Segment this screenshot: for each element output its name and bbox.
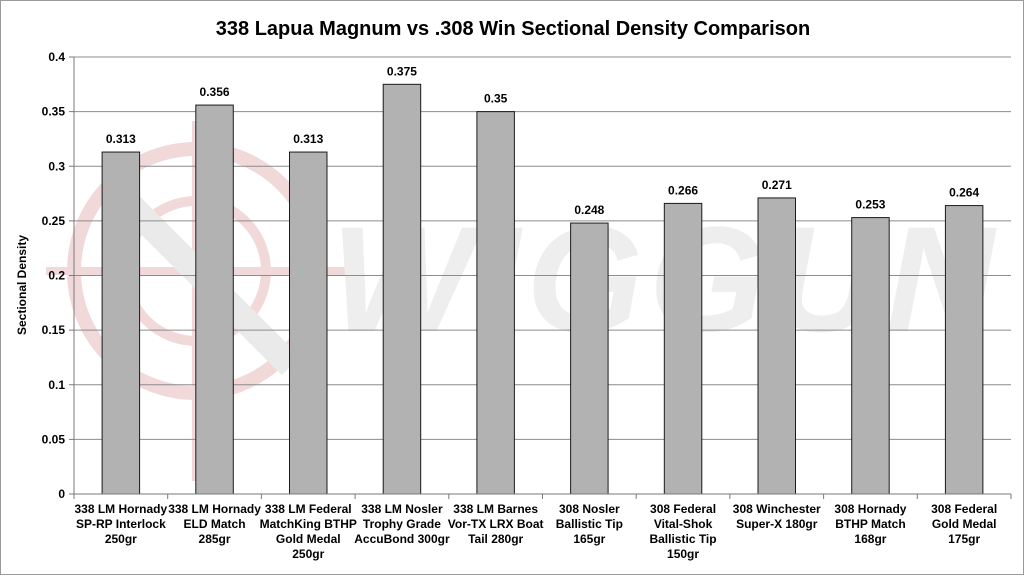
x-category-label: 308 Nosler Ballistic Tip 165gr bbox=[556, 502, 623, 546]
x-category-line: 338 LM Federal bbox=[265, 502, 352, 516]
x-category-line: 338 LM Nosler bbox=[361, 502, 443, 516]
x-category-label: 338 LM Barnes Vor-TX LRX Boat Tail 280gr bbox=[448, 502, 544, 546]
x-category-line: 250gr bbox=[292, 547, 324, 561]
x-category-line: 175gr bbox=[948, 532, 980, 546]
data-label: 0.35 bbox=[484, 92, 508, 106]
x-category-line: 308 Federal bbox=[931, 502, 997, 516]
data-label: 0.271 bbox=[762, 178, 792, 192]
y-tick-label: 0.15 bbox=[42, 323, 66, 337]
bar bbox=[382, 83, 422, 495]
x-category-line: 308 Nosler bbox=[559, 502, 620, 516]
x-category-line: 165gr bbox=[573, 532, 605, 546]
y-tick-label: 0.3 bbox=[48, 159, 65, 173]
x-category-line: 338 LM Barnes bbox=[453, 502, 538, 516]
data-label: 0.356 bbox=[200, 85, 230, 99]
data-label: 0.375 bbox=[387, 64, 417, 78]
x-category-line: 308 Winchester bbox=[733, 502, 821, 516]
bar bbox=[289, 151, 328, 495]
bar bbox=[663, 202, 703, 495]
bar bbox=[851, 217, 890, 495]
x-category-label: 338 LM Hornady ELD Match 285gr bbox=[168, 502, 261, 546]
axes bbox=[73, 57, 1012, 499]
y-tick-label: 0.4 bbox=[48, 50, 65, 64]
x-category-label: 338 LM Federal MatchKing BTHP Gold Medal 25… bbox=[260, 502, 357, 561]
y-axis-ticks: 0 0.05 0.1 0.15 0.2 0.25 0.3 0.35 0.4 bbox=[42, 50, 74, 501]
data-label: 0.313 bbox=[106, 132, 136, 146]
x-category-line: Gold Medal bbox=[276, 532, 341, 546]
data-label: 0.264 bbox=[949, 186, 979, 200]
x-category-line: Tail 280gr bbox=[468, 532, 523, 546]
x-category-label: 308 Winchester Super-X 180gr bbox=[733, 502, 821, 531]
x-category-line: Vital-Shok bbox=[654, 517, 713, 531]
x-category-label: 308 Hornady BTHP Match 168gr bbox=[834, 502, 906, 546]
y-tick-label: 0.05 bbox=[42, 432, 66, 446]
x-category-label: 338 LM Nosler Trophy Grade AccuBond 300gr bbox=[354, 502, 450, 546]
x-category-line: 338 LM Hornady bbox=[74, 502, 167, 516]
bar bbox=[570, 222, 609, 495]
y-tick-label: 0.1 bbox=[48, 378, 65, 392]
x-category-line: AccuBond 300gr bbox=[354, 532, 450, 546]
bar bbox=[757, 197, 796, 495]
bar bbox=[476, 111, 515, 495]
x-category-line: 308 Federal bbox=[650, 502, 716, 516]
x-category-line: 285gr bbox=[199, 532, 231, 546]
x-category-line: BTHP Match bbox=[835, 517, 905, 531]
data-label: 0.313 bbox=[293, 132, 323, 146]
x-category-line: Super-X 180gr bbox=[736, 517, 818, 531]
x-category-line: 168gr bbox=[854, 532, 886, 546]
x-category-line: ELD Match bbox=[184, 517, 246, 531]
x-category-label: 308 Federal Gold Medal 175gr bbox=[931, 502, 997, 546]
y-axis-label: Sectional Density bbox=[15, 235, 29, 335]
x-category-line: Ballistic Tip bbox=[556, 517, 623, 531]
x-category-line: Gold Medal bbox=[932, 517, 997, 531]
bar bbox=[195, 104, 234, 495]
bar bbox=[101, 151, 141, 495]
data-label: 0.248 bbox=[574, 203, 604, 217]
x-category-line: 250gr bbox=[105, 532, 137, 546]
y-tick-label: 0 bbox=[58, 487, 65, 501]
chart-title: 338 Lapua Magnum vs .308 Win Sectional D… bbox=[216, 18, 810, 40]
x-category-line: MatchKing BTHP bbox=[260, 517, 357, 531]
data-label: 0.266 bbox=[668, 183, 698, 197]
x-category-line: 338 LM Hornady bbox=[168, 502, 261, 516]
x-category-line: 150gr bbox=[667, 547, 699, 561]
data-label: 0.253 bbox=[855, 198, 885, 212]
x-category-line: SP-RP Interlock bbox=[76, 517, 166, 531]
x-category-label: 308 Federal Vital-Shok Ballistic Tip 150gr bbox=[649, 502, 716, 561]
x-category-line: Trophy Grade bbox=[363, 517, 441, 531]
x-category-label: 338 LM Hornady SP-RP Interlock 250gr bbox=[74, 502, 167, 546]
bars bbox=[101, 83, 984, 495]
x-category-line: Vor-TX LRX Boat bbox=[448, 517, 544, 531]
x-category-line: Ballistic Tip bbox=[649, 532, 716, 546]
data-labels: 0.313 0.356 0.313 0.375 0.35 0.248 0.266 0.271 0… bbox=[106, 64, 980, 217]
x-category-line: 308 Hornady bbox=[834, 502, 906, 516]
bar bbox=[944, 205, 984, 495]
y-tick-label: 0.2 bbox=[48, 269, 65, 283]
y-tick-label: 0.35 bbox=[42, 105, 66, 119]
y-tick-label: 0.25 bbox=[42, 214, 66, 228]
